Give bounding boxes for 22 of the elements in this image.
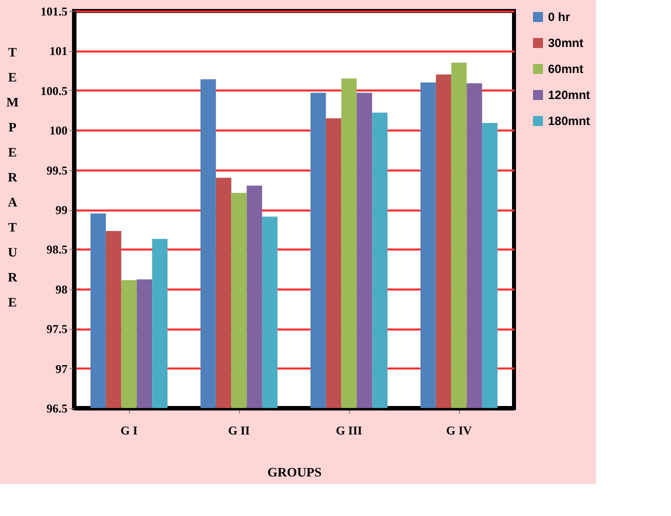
x-tick-label: G IV	[446, 424, 472, 438]
x-axis-title: GROUPS	[267, 464, 322, 480]
legend-label: 30mnt	[548, 36, 584, 50]
legend-label: 60mnt	[548, 62, 584, 76]
y-tick-label: 100	[50, 124, 68, 138]
y-tick-label: 97.5	[46, 322, 68, 336]
x-tick-label: G I	[120, 424, 138, 438]
y-tick-label: 98	[56, 282, 68, 296]
text: TEMPERATURE	[6, 44, 19, 310]
y-tick-label: 99	[56, 203, 68, 217]
y-tick-label: 99.5	[46, 163, 68, 178]
y-tick-label: 98.5	[46, 242, 68, 257]
x-tick-label: G III	[336, 424, 362, 438]
y-tick-label: 96.5	[46, 402, 68, 416]
legend-label: 0 hr	[548, 10, 570, 24]
legend-label: 120mnt	[548, 88, 590, 102]
y-tick-label: 100.5	[40, 84, 68, 98]
y-tick-label: 97	[56, 362, 68, 376]
y-tick-label: 101	[50, 44, 68, 58]
x-tick-label: G II	[228, 424, 250, 438]
legend-label: 180mnt	[548, 114, 590, 128]
y-tick-label: 101.5	[40, 4, 68, 18]
